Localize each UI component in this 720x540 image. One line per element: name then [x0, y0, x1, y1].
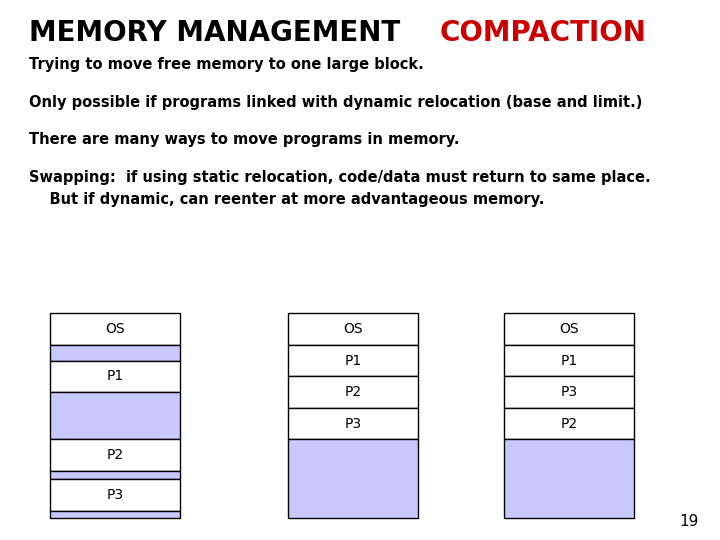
- Bar: [288, 408, 418, 440]
- Bar: [288, 376, 418, 408]
- Text: There are many ways to move programs in memory.: There are many ways to move programs in …: [29, 132, 459, 147]
- Bar: [50, 471, 180, 479]
- Text: P3: P3: [344, 417, 361, 431]
- Text: MEMORY MANAGEMENT: MEMORY MANAGEMENT: [29, 19, 400, 47]
- Bar: [288, 345, 418, 376]
- Bar: [504, 440, 634, 518]
- Text: But if dynamic, can reenter at more advantageous memory.: But if dynamic, can reenter at more adva…: [29, 192, 544, 207]
- Bar: [504, 313, 634, 345]
- Text: 19: 19: [679, 514, 698, 529]
- Bar: [50, 479, 180, 510]
- Text: P3: P3: [560, 385, 577, 399]
- Bar: [288, 313, 418, 345]
- Text: P2: P2: [560, 417, 577, 431]
- Bar: [504, 345, 634, 376]
- Text: OS: OS: [105, 322, 125, 336]
- Bar: [50, 345, 180, 361]
- Bar: [50, 510, 180, 518]
- Text: P3: P3: [107, 488, 124, 502]
- Text: P1: P1: [560, 354, 577, 368]
- Text: OS: OS: [343, 322, 363, 336]
- Text: COMPACTION: COMPACTION: [439, 19, 646, 47]
- Bar: [50, 440, 180, 471]
- Text: P2: P2: [344, 385, 361, 399]
- Text: P1: P1: [344, 354, 361, 368]
- Text: Only possible if programs linked with dynamic relocation (base and limit.): Only possible if programs linked with dy…: [29, 94, 642, 110]
- Bar: [504, 408, 634, 440]
- Bar: [504, 376, 634, 408]
- Text: Trying to move free memory to one large block.: Trying to move free memory to one large …: [29, 57, 423, 72]
- Text: P2: P2: [107, 448, 124, 462]
- Bar: [288, 440, 418, 518]
- Bar: [50, 313, 180, 345]
- Text: OS: OS: [559, 322, 579, 336]
- Bar: [50, 361, 180, 392]
- Bar: [50, 392, 180, 440]
- Text: Swapping:  if using static relocation, code/data must return to same place.: Swapping: if using static relocation, co…: [29, 170, 650, 185]
- Text: P1: P1: [107, 369, 124, 383]
